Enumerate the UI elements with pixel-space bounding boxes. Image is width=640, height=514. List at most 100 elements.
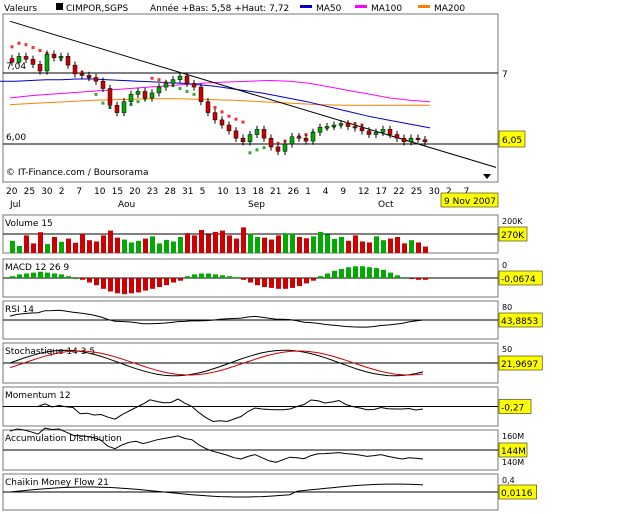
year-range: Année +Bas: 5,58 +Haut: 7,72 bbox=[150, 3, 289, 14]
macd-title: MACD 12 26 9 bbox=[5, 263, 69, 273]
volume-bar bbox=[17, 245, 22, 253]
volume-bar bbox=[80, 233, 85, 253]
candle-up bbox=[128, 94, 134, 102]
candle-up bbox=[408, 137, 414, 143]
candle-down bbox=[86, 75, 92, 78]
copyright: © IT-Finance.com / Boursorama bbox=[6, 168, 148, 178]
accdist-axis-label: 160M bbox=[502, 432, 524, 441]
sar-dot bbox=[178, 87, 182, 91]
candle-up bbox=[156, 86, 162, 94]
candle-down bbox=[345, 123, 351, 127]
last-price-badge-box bbox=[498, 130, 526, 148]
macd-bar bbox=[178, 278, 183, 281]
stoch-badge-text: 21,9697 bbox=[501, 360, 538, 370]
macd-bar bbox=[255, 278, 260, 286]
macd-bar bbox=[45, 272, 50, 278]
volume-bar bbox=[52, 237, 57, 253]
candle-down bbox=[226, 124, 232, 132]
rsi-badge-text: 43,8853 bbox=[501, 317, 538, 327]
volume-bar bbox=[311, 236, 316, 253]
candle-down bbox=[240, 137, 246, 143]
x-tick-label: 5 bbox=[200, 187, 206, 197]
volume-bar bbox=[227, 235, 232, 253]
macd-bar bbox=[367, 267, 372, 278]
macd-bar bbox=[276, 278, 281, 289]
volume-bar bbox=[59, 241, 64, 253]
volume-bar bbox=[115, 237, 120, 253]
stoch-axis-label: 50 bbox=[502, 345, 512, 354]
x-tick-label: 25 bbox=[24, 187, 35, 197]
volume-bar bbox=[402, 243, 407, 253]
candle-down bbox=[79, 73, 85, 76]
volume-bar bbox=[136, 240, 141, 253]
volume-bar bbox=[248, 233, 253, 253]
macd-bar bbox=[423, 278, 428, 280]
macd-bar bbox=[164, 278, 169, 286]
macd-bar bbox=[192, 274, 197, 278]
volume-bar bbox=[416, 242, 421, 253]
volume-bar bbox=[234, 238, 239, 253]
accdist-line bbox=[9, 427, 424, 463]
macd-bar bbox=[416, 278, 421, 280]
sar-dot bbox=[234, 117, 238, 121]
volume-bar bbox=[122, 239, 127, 253]
volume-bar bbox=[143, 238, 148, 253]
volume-bar bbox=[318, 231, 323, 253]
volume-bar bbox=[283, 233, 288, 253]
accdist-title: Accumulation Distribution bbox=[5, 434, 122, 444]
macd-bar bbox=[283, 278, 288, 289]
panel-volume: Volume 15 200K 270K bbox=[2, 214, 528, 254]
candle-down bbox=[261, 129, 267, 139]
volume-bar bbox=[276, 235, 281, 253]
volume-bar bbox=[199, 229, 204, 253]
candle-down bbox=[142, 91, 148, 99]
macd-bar bbox=[31, 272, 36, 278]
x-tick-label: 30 bbox=[41, 187, 53, 197]
macd-bar bbox=[136, 278, 141, 293]
y-label-600: 6,00 bbox=[6, 133, 26, 143]
sar-dot bbox=[262, 146, 266, 150]
volume-badge-box bbox=[498, 226, 528, 242]
momentum-badge-box bbox=[498, 399, 532, 414]
volume-title: Volume 15 bbox=[5, 219, 53, 229]
volume-bar bbox=[45, 244, 50, 253]
macd-bar bbox=[262, 278, 267, 287]
candle-down bbox=[100, 80, 106, 89]
macd-axis-label: 0 bbox=[502, 261, 507, 270]
macd-bar bbox=[213, 274, 218, 278]
candle-down bbox=[198, 86, 204, 102]
volume-bar bbox=[346, 240, 351, 253]
legend-label: MA50 bbox=[316, 4, 342, 14]
volume-bar bbox=[353, 235, 358, 253]
accdist-badge-text: 144M bbox=[501, 447, 526, 457]
x-tick-label: 9 bbox=[340, 187, 346, 197]
macd-bar bbox=[143, 278, 148, 291]
macd-bar bbox=[297, 278, 302, 287]
month-label: Aou bbox=[118, 200, 135, 210]
candle-up bbox=[135, 91, 141, 95]
trendline-segment bbox=[9, 20, 497, 168]
candle-down bbox=[65, 56, 71, 66]
x-tick-label: 23 bbox=[147, 187, 158, 197]
ma-legend: MA50 MA100 MA200 bbox=[300, 4, 465, 14]
date-badge: 9 Nov 2007 bbox=[440, 192, 499, 208]
candle-up bbox=[170, 79, 176, 84]
x-tick-label: 2 bbox=[59, 187, 65, 197]
candle-up bbox=[289, 136, 295, 145]
volume-badge-text: 270K bbox=[501, 231, 525, 241]
candle-down bbox=[72, 64, 78, 75]
macd-bar bbox=[38, 271, 43, 278]
macd-bar bbox=[66, 276, 71, 278]
sar-dot bbox=[213, 105, 217, 109]
candle-down bbox=[296, 136, 302, 139]
macd-bar bbox=[171, 278, 176, 283]
candle-down bbox=[394, 134, 400, 139]
x-tick-label: 2 bbox=[446, 187, 452, 197]
macd-bar bbox=[52, 273, 57, 278]
sar-dot bbox=[31, 46, 35, 50]
volume-bar bbox=[381, 240, 386, 253]
legend-label: MA100 bbox=[371, 4, 402, 14]
macd-bar bbox=[402, 277, 407, 279]
momentum-line bbox=[10, 398, 424, 423]
